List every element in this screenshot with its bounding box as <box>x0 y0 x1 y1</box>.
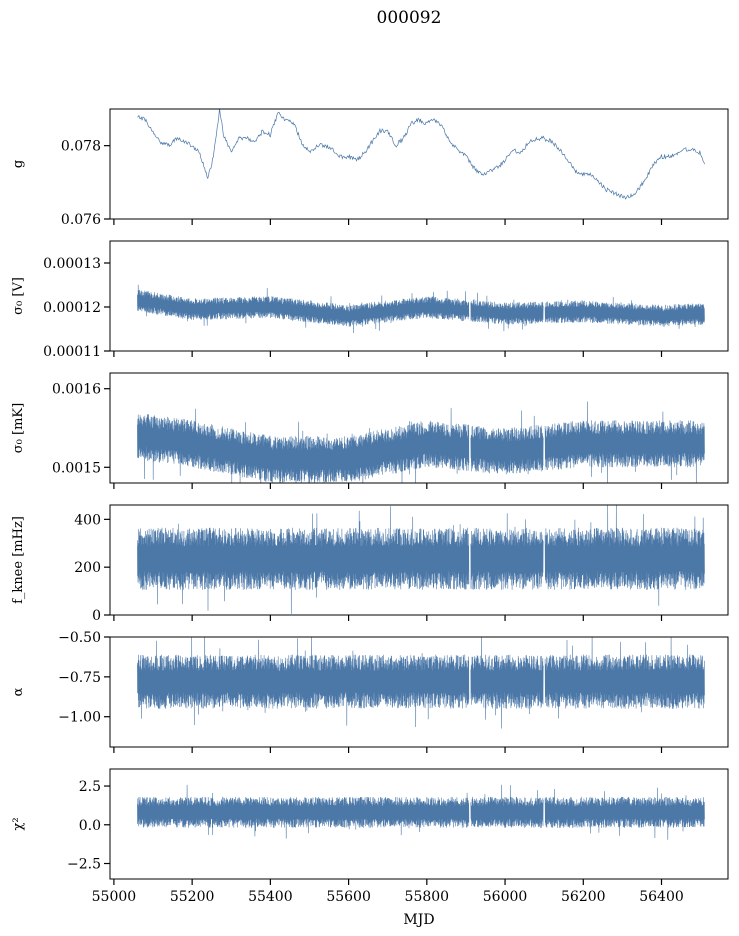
y-axis-label: α <box>11 687 26 696</box>
y-axis-label: f_knee [mHz] <box>11 516 26 604</box>
y-tick-label: 0.00011 <box>43 344 101 360</box>
x-tick-label: 55400 <box>248 889 293 905</box>
panel-5: −1.00 −0.75 −0.50 α <box>11 630 729 753</box>
y-tick-label: 0.0015 <box>52 460 101 476</box>
y-tick-label: 0.00012 <box>43 300 101 316</box>
y-tick-label: 2.5 <box>79 779 101 795</box>
series-line <box>137 784 705 840</box>
series-line <box>137 637 705 729</box>
axes-frame <box>109 240 729 352</box>
panel-4: 0 200 400 f_knee [mHz] <box>11 504 729 624</box>
y-tick-label: 0.076 <box>61 212 101 228</box>
y-tick-label: 0.00013 <box>43 256 101 272</box>
series-line <box>137 401 705 483</box>
x-tick-label: 55200 <box>170 889 215 905</box>
y-axis-label: σ₀ [mK] <box>11 403 26 453</box>
x-tick-label: 55000 <box>92 889 137 905</box>
y-axis-label: σ₀ [V] <box>11 277 26 315</box>
y-tick-label: 0.078 <box>61 139 101 155</box>
y-tick-label: 200 <box>74 560 101 576</box>
y-tick-label: 0.0 <box>79 818 101 834</box>
axes-frame <box>109 504 729 616</box>
y-axis-label: χ² <box>11 817 26 830</box>
y-tick-label: 400 <box>74 512 101 528</box>
y-axis-label: g <box>11 160 26 168</box>
y-tick-label: −0.50 <box>58 630 101 646</box>
series-line <box>137 505 705 614</box>
series-line <box>137 284 705 334</box>
axes-frame <box>109 768 729 880</box>
series-line <box>137 109 705 200</box>
x-tick-label: 56200 <box>561 889 606 905</box>
y-tick-label: −0.75 <box>58 670 101 686</box>
y-tick-label: −1.00 <box>58 710 101 726</box>
x-tick-label: 56000 <box>483 889 528 905</box>
x-tick-label: 55800 <box>405 889 450 905</box>
figure-title: 000092 <box>377 8 442 28</box>
panel-1: 0.076 0.078 g <box>11 108 729 228</box>
x-axis-label: MJD <box>403 912 434 928</box>
y-tick-label: 0 <box>92 608 101 624</box>
axes-frame <box>109 108 729 220</box>
axes-frame <box>109 636 729 748</box>
panel-6: −2.5 0.0 2.5 55000 55200 55400 55600 55800 56000… <box>11 768 729 905</box>
panel-2: 0.00011 0.00012 0.00013 σ₀ [V] <box>11 240 729 360</box>
axes-frame <box>109 372 729 484</box>
y-tick-label: 0.0016 <box>52 382 101 398</box>
panel-3: 0.0015 0.0016 σ₀ [mK] <box>11 372 729 489</box>
y-tick-label: −2.5 <box>67 857 101 873</box>
x-tick-label: 55600 <box>326 889 371 905</box>
x-tick-label: 56400 <box>639 889 684 905</box>
